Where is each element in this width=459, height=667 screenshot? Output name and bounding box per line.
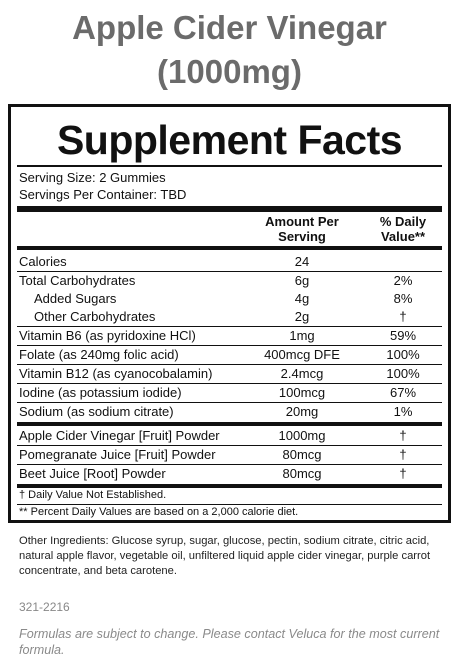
botanical-row-pomegranate-juice: Pomegranate Juice [Fruit] Powder 80mcg †	[19, 446, 440, 464]
nutrient-dv: 100%	[386, 347, 420, 362]
header-dv-line2: Value**	[380, 229, 426, 244]
thick-divider-bottom	[17, 484, 442, 488]
supplement-facts-panel: Supplement Facts Serving Size: 2 Gummies…	[8, 104, 451, 523]
nutrient-dv: 2%	[393, 273, 413, 288]
header-divider	[17, 246, 442, 250]
nutrient-name: Total Carbohydrates	[19, 273, 136, 288]
serving-size: Serving Size: 2 Gummies	[19, 170, 166, 185]
nutrient-dv: 67%	[389, 385, 417, 400]
botanical-name: Apple Cider Vinegar [Fruit] Powder	[19, 428, 220, 443]
nutrient-row-vitamin-b12: Vitamin B12 (as cyanocobalamin) 2.4mcg 1…	[19, 365, 440, 383]
header-daily-value: % Daily Value**	[365, 214, 441, 244]
nutrient-dv: 100%	[386, 366, 420, 381]
formula-disclaimer: Formulas are subject to change. Please c…	[19, 627, 440, 657]
row-divider	[17, 445, 442, 446]
botanical-dv: †	[399, 447, 407, 462]
nutrient-row-added-sugars: Added Sugars 4g 8%	[19, 290, 440, 308]
nutrient-name: Vitamin B6 (as pyridoxine HCl)	[19, 328, 196, 343]
nutrient-name: Folate (as 240mg folic acid)	[19, 347, 179, 362]
nutrient-amount: 4g	[294, 291, 310, 306]
nutrient-row-vitamin-b6: Vitamin B6 (as pyridoxine HCl) 1mg 59%	[19, 327, 440, 345]
nutrient-name: Other Carbohydrates	[34, 309, 156, 324]
botanical-name: Pomegranate Juice [Fruit] Powder	[19, 447, 216, 462]
nutrient-dv: 8%	[393, 291, 413, 306]
nutrient-amount: 2g	[294, 309, 310, 324]
row-divider	[17, 383, 442, 384]
footnote-dagger: † Daily Value Not Established.	[19, 489, 167, 501]
nutrient-name: Calories	[19, 254, 67, 269]
header-amount-line2: Serving	[278, 229, 326, 244]
thick-divider-middle	[17, 422, 442, 426]
footnote-daily-value: ** Percent Daily Values are based on a 2…	[19, 506, 299, 518]
botanical-name: Beet Juice [Root] Powder	[19, 466, 166, 481]
row-divider	[17, 271, 442, 272]
nutrient-name: Sodium (as sodium citrate)	[19, 404, 174, 419]
botanical-amount: 1000mg	[278, 428, 326, 443]
botanical-amount: 80mcg	[282, 466, 322, 481]
row-divider	[17, 364, 442, 365]
product-title-line1: Apple Cider Vinegar	[72, 9, 387, 46]
nutrient-amount: 24	[294, 254, 310, 269]
nutrient-row-sodium: Sodium (as sodium citrate) 20mg 1%	[19, 403, 440, 421]
nutrient-name: Added Sugars	[34, 291, 117, 306]
other-ingredients: Other Ingredients: Glucose syrup, sugar,…	[19, 535, 431, 577]
row-divider	[17, 326, 442, 327]
product-title-line2: (1000mg)	[157, 53, 302, 90]
nutrient-dv: 1%	[393, 404, 413, 419]
header-amount-line1: Amount Per	[265, 214, 339, 229]
thick-divider-top	[17, 206, 442, 212]
botanical-row-apple-cider-vinegar: Apple Cider Vinegar [Fruit] Powder 1000m…	[19, 427, 440, 445]
product-title: Apple Cider Vinegar (1000mg)	[0, 6, 459, 94]
nutrient-row-iodine: Iodine (as potassium iodide) 100mcg 67%	[19, 384, 440, 402]
footnote-divider	[17, 504, 442, 505]
product-code: 321-2216	[19, 600, 70, 614]
nutrient-amount: 1mg	[289, 328, 315, 343]
botanical-dv: †	[399, 466, 407, 481]
nutrient-row-folate: Folate (as 240mg folic acid) 400mcg DFE …	[19, 346, 440, 364]
nutrient-amount: 20mg	[285, 404, 319, 419]
nutrient-amount: 400mcg DFE	[264, 347, 340, 362]
row-divider	[17, 402, 442, 403]
nutrient-amount: 6g	[294, 273, 310, 288]
panel-title: Supplement Facts	[56, 117, 403, 163]
botanical-dv: †	[399, 428, 407, 443]
nutrient-row-other-carbohydrates: Other Carbohydrates 2g †	[19, 308, 440, 326]
nutrient-name: Iodine (as potassium iodide)	[19, 385, 182, 400]
nutrient-name: Vitamin B12 (as cyanocobalamin)	[19, 366, 213, 381]
botanical-amount: 80mcg	[282, 447, 322, 462]
nutrient-amount: 100mcg	[278, 385, 326, 400]
row-divider	[17, 464, 442, 465]
nutrient-row-calories: Calories 24	[19, 253, 440, 271]
header-amount-per-serving: Amount Per Serving	[243, 214, 361, 244]
botanical-row-beet-juice: Beet Juice [Root] Powder 80mcg †	[19, 465, 440, 483]
nutrient-amount: 2.4mcg	[280, 366, 324, 381]
nutrient-row-total-carbohydrates: Total Carbohydrates 6g 2%	[19, 272, 440, 290]
servings-per-container: Servings Per Container: TBD	[19, 187, 187, 202]
nutrient-dv: 59%	[389, 328, 417, 343]
row-divider	[17, 345, 442, 346]
header-dv-line1: % Daily	[379, 214, 427, 229]
title-divider	[17, 165, 442, 167]
nutrient-dv: †	[399, 309, 407, 324]
